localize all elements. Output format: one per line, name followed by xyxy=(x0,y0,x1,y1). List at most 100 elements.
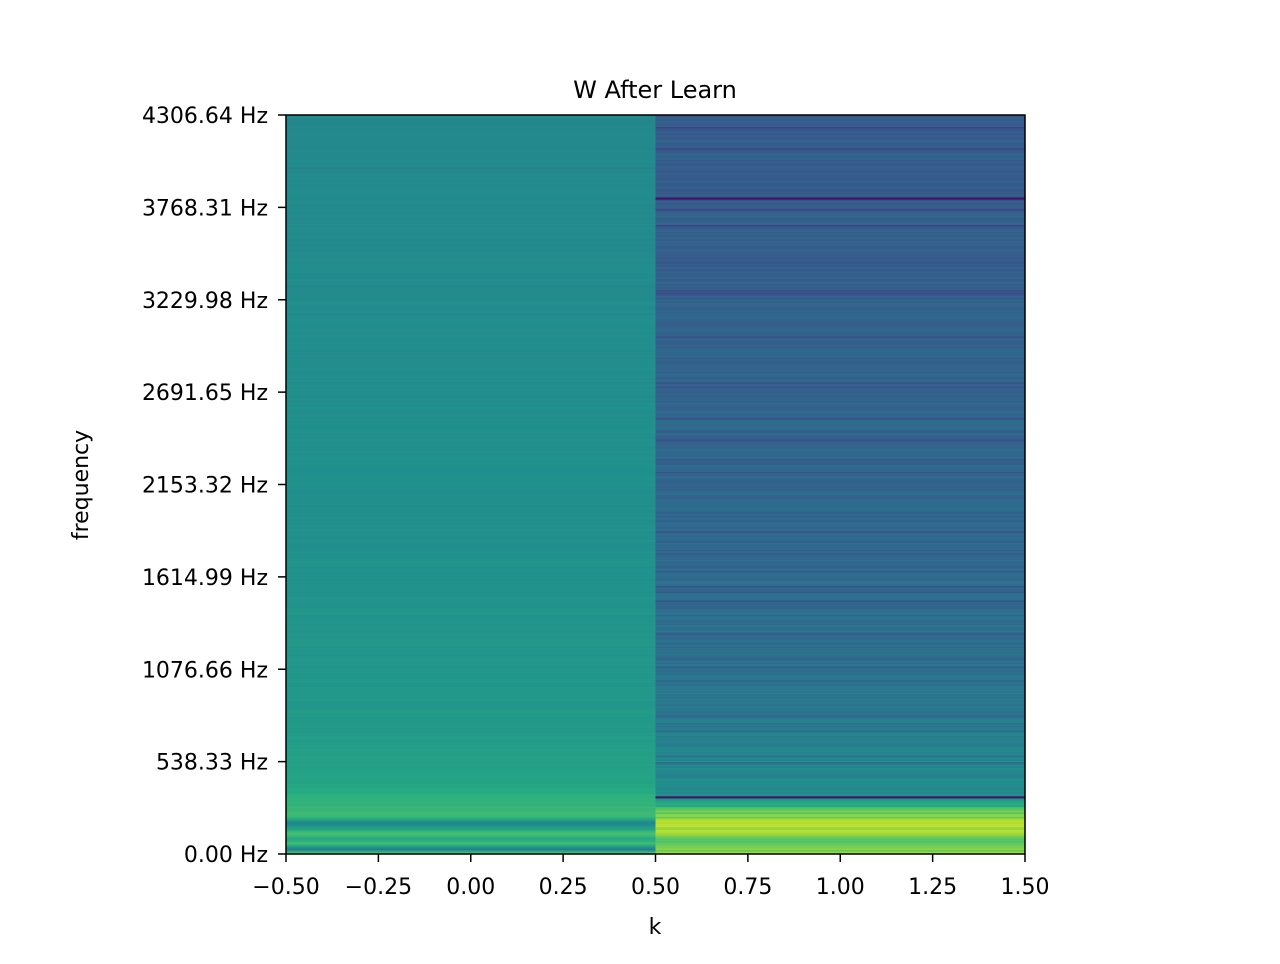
heatmap-cell xyxy=(655,695,1025,698)
heatmap-cell xyxy=(655,822,1025,825)
heatmap-cell xyxy=(655,768,1025,771)
y-tick-label: 1076.66 Hz xyxy=(142,658,268,683)
heatmap-cell xyxy=(286,712,656,715)
heatmap-cell xyxy=(286,177,656,179)
heatmap-cell xyxy=(286,783,656,786)
heatmap-cell xyxy=(286,682,656,685)
heatmap-cell xyxy=(655,392,1025,394)
heatmap-cell xyxy=(286,800,656,803)
heatmap-cell xyxy=(655,774,1025,777)
heatmap-cell xyxy=(655,402,1025,405)
heatmap-cell xyxy=(655,330,1025,332)
heatmap-cell xyxy=(655,195,1025,198)
heatmap-cell xyxy=(655,288,1025,291)
heatmap-cell xyxy=(286,301,656,304)
heatmap-cell xyxy=(286,471,656,474)
heatmap-cell xyxy=(286,511,656,514)
heatmap-cell xyxy=(655,454,1025,457)
heatmap-cell xyxy=(655,833,1025,836)
heatmap-cell xyxy=(655,331,1025,334)
heatmap-cell xyxy=(286,181,656,184)
heatmap-cell xyxy=(286,778,656,781)
heatmap-cell xyxy=(286,729,656,732)
heatmap-cell xyxy=(286,816,656,819)
heatmap-cell xyxy=(655,660,1025,663)
heatmap-cell xyxy=(655,797,1025,800)
heatmap-cell xyxy=(286,786,656,788)
heatmap-cell xyxy=(655,527,1025,530)
heatmap-cell xyxy=(655,257,1025,260)
heatmap-cell xyxy=(286,539,656,542)
heatmap-cell xyxy=(286,680,656,683)
heatmap-cell xyxy=(655,309,1025,312)
heatmap-cell xyxy=(286,716,656,719)
heatmap-cell xyxy=(655,268,1025,270)
heatmap-cell xyxy=(655,374,1025,377)
heatmap-cell xyxy=(655,662,1025,664)
heatmap-cell xyxy=(655,503,1025,506)
heatmap-cell xyxy=(655,715,1025,718)
heatmap-cell xyxy=(655,536,1025,539)
heatmap-cell xyxy=(655,433,1025,436)
heatmap-cell xyxy=(655,737,1025,739)
heatmap-cell xyxy=(655,688,1025,690)
x-axis: −0.50 −0.25 0.00 0.25 0.50 0.75 1.00 1.25 1.50 xyxy=(252,854,1049,900)
heatmap-cell xyxy=(286,435,656,438)
heatmap-cell xyxy=(286,794,656,797)
heatmap-cell xyxy=(286,175,656,178)
heatmap-cell xyxy=(655,810,1025,813)
heatmap-cell xyxy=(655,572,1025,575)
heatmap-cell xyxy=(655,198,1025,201)
heatmap-cell xyxy=(655,448,1025,451)
heatmap-cell xyxy=(286,660,656,663)
heatmap-cell xyxy=(286,688,656,690)
heatmap-cell xyxy=(655,741,1025,744)
heatmap-cell xyxy=(286,318,656,321)
heatmap-cell xyxy=(655,360,1025,363)
heatmap-cell xyxy=(286,223,656,226)
heatmap-cell xyxy=(655,200,1025,202)
heatmap-cell xyxy=(655,545,1025,547)
heatmap-cell xyxy=(655,809,1025,812)
heatmap-cell xyxy=(655,185,1025,188)
heatmap-cell xyxy=(655,758,1025,761)
heatmap-cell xyxy=(286,819,656,822)
heatmap-cell xyxy=(286,802,656,804)
heatmap-cell xyxy=(655,497,1025,500)
heatmap-cell xyxy=(655,669,1025,672)
heatmap-cell xyxy=(655,597,1025,599)
heatmap-cell xyxy=(655,530,1025,533)
heatmap-cell xyxy=(286,839,656,842)
heatmap-cell xyxy=(286,410,656,413)
heatmap-cell xyxy=(286,152,656,155)
heatmap-cell xyxy=(655,403,1025,406)
heatmap-cell xyxy=(286,640,656,643)
heatmap-cell xyxy=(286,810,656,813)
heatmap-cell xyxy=(286,634,656,637)
heatmap-cell xyxy=(286,659,656,661)
heatmap-cell xyxy=(286,122,656,125)
heatmap-cell xyxy=(655,422,1025,425)
heatmap-cell xyxy=(286,646,656,648)
heatmap-cell xyxy=(286,246,656,249)
heatmap-cell xyxy=(655,322,1025,325)
heatmap-cell xyxy=(286,496,656,498)
heatmap-cell xyxy=(286,483,656,485)
heatmap-cell xyxy=(286,270,656,273)
heatmap-cell xyxy=(286,257,656,260)
heatmap-cell xyxy=(655,604,1025,607)
heatmap-cell xyxy=(655,621,1025,624)
heatmap-cell xyxy=(655,475,1025,478)
heatmap-cell xyxy=(286,278,656,280)
heatmap-cell xyxy=(286,115,656,117)
heatmap-cell xyxy=(286,835,656,838)
heatmap-cell xyxy=(286,689,656,692)
heatmap-cell xyxy=(655,439,1025,442)
heatmap-cell xyxy=(655,347,1025,350)
heatmap-cell xyxy=(655,595,1025,598)
heatmap-cell xyxy=(655,517,1025,520)
heatmap-cell xyxy=(286,631,656,634)
heatmap-cell xyxy=(655,752,1025,755)
x-tick-label: 0.50 xyxy=(631,875,680,900)
heatmap-cell xyxy=(655,129,1025,132)
